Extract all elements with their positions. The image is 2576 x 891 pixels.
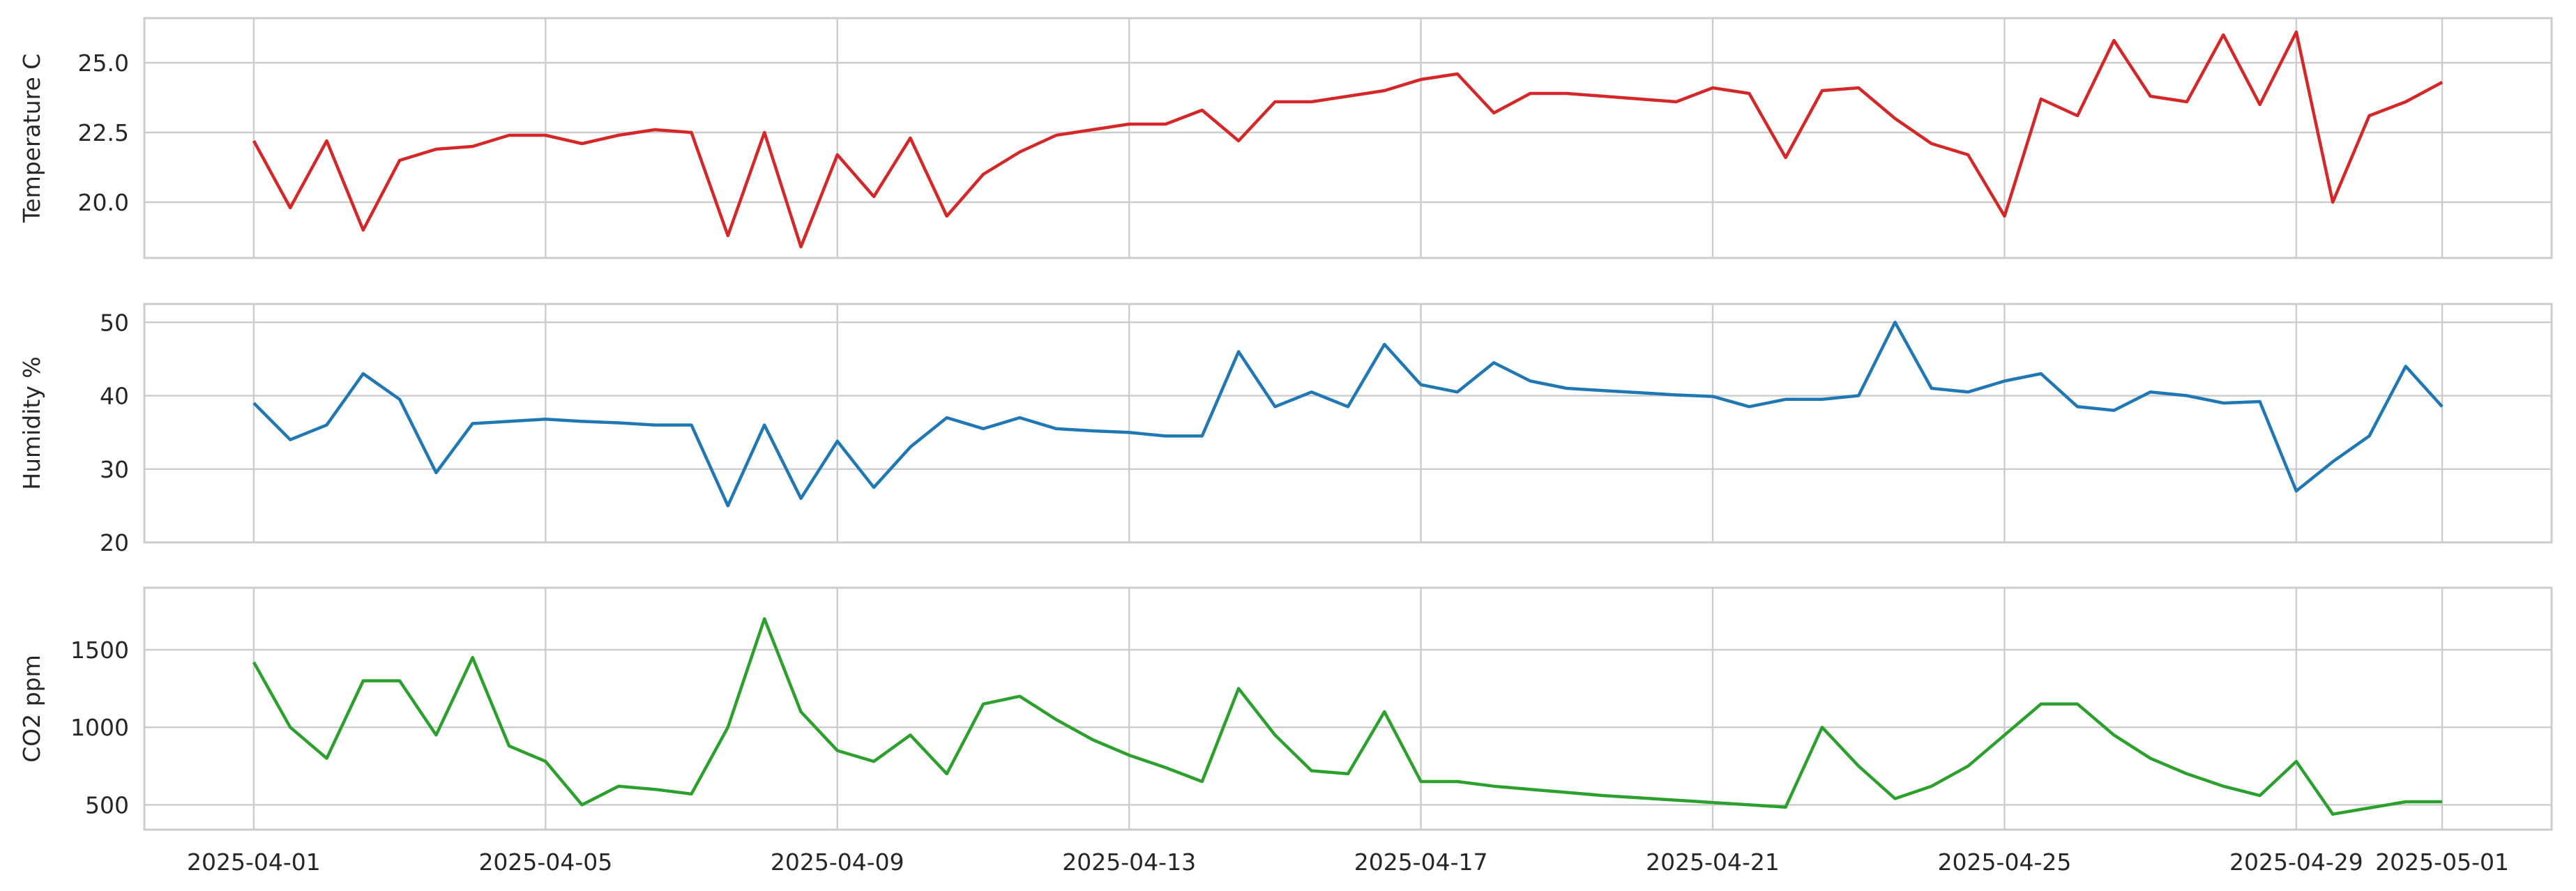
y-tick-label: 500: [85, 791, 129, 818]
y-tick-label: 40: [100, 383, 129, 410]
y-tick-label: 50: [100, 309, 129, 336]
y-tick-label: 30: [100, 456, 129, 483]
x-tick-label: 2025-04-17: [1354, 848, 1488, 876]
plot-frame: [143, 17, 2553, 259]
plot-frame: [143, 586, 2553, 831]
y-tick-label: 20.0: [78, 189, 129, 216]
x-tick-label: 2025-04-01: [187, 848, 321, 876]
panel: 500 1000 1500 2025-04-01 2025-04-05 2025-04-0…: [18, 586, 2553, 876]
y-tick-label: 25.0: [78, 50, 129, 77]
x-tick-label: 2025-04-05: [478, 848, 612, 876]
data-line: [252, 30, 2444, 249]
panel: 20 30 40 50 Humidity %: [18, 303, 2553, 556]
x-tick-label: 2025-05-01: [2375, 848, 2509, 876]
plot-frame: [143, 303, 2553, 544]
x-tick-label: 2025-04-25: [1938, 848, 2072, 876]
y-tick-label: 22.5: [78, 119, 129, 146]
x-tick-label: 2025-04-09: [771, 848, 904, 876]
x-tick-label: 2025-04-21: [1646, 848, 1780, 876]
y-axis-label: Humidity %: [18, 356, 45, 489]
y-axis-label: Temperature C: [18, 54, 45, 224]
y-axis-label: CO2 ppm: [18, 655, 45, 763]
panel: 20.0 22.5 25.0 Temperature C: [18, 17, 2553, 259]
x-tick-label: 2025-04-29: [2229, 848, 2363, 876]
data-line: [252, 617, 2443, 816]
y-tick-label: 20: [100, 529, 129, 556]
data-line: [252, 321, 2444, 508]
y-tick-label: 1500: [70, 637, 129, 664]
x-tick-label: 2025-04-13: [1062, 848, 1196, 876]
y-tick-label: 1000: [70, 714, 129, 741]
